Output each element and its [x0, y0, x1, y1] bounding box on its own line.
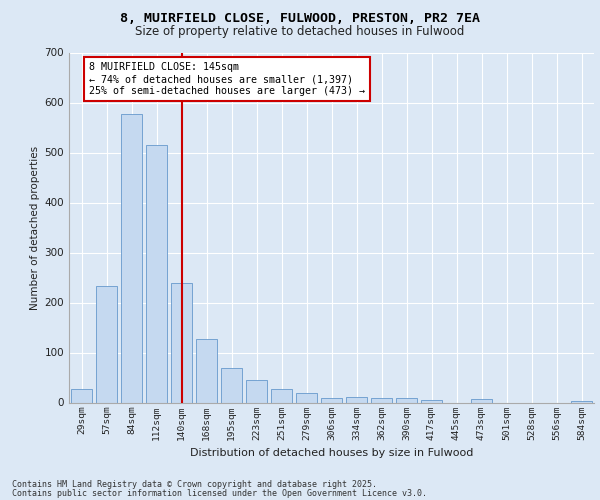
Bar [571, 400, 592, 402]
Bar [321, 398, 342, 402]
Text: 8, MUIRFIELD CLOSE, FULWOOD, PRESTON, PR2 7EA: 8, MUIRFIELD CLOSE, FULWOOD, PRESTON, PR… [120, 12, 480, 26]
Bar [146, 145, 167, 403]
X-axis label: Distribution of detached houses by size in Fulwood: Distribution of detached houses by size … [190, 448, 473, 458]
Bar [96, 286, 117, 403]
Bar [271, 388, 292, 402]
Bar [221, 368, 242, 402]
Bar [71, 389, 92, 402]
Y-axis label: Number of detached properties: Number of detached properties [31, 146, 40, 310]
Bar [171, 282, 192, 403]
Text: Size of property relative to detached houses in Fulwood: Size of property relative to detached ho… [136, 25, 464, 38]
Bar [346, 397, 367, 402]
Bar [246, 380, 267, 402]
Bar [471, 398, 492, 402]
Text: 8 MUIRFIELD CLOSE: 145sqm
← 74% of detached houses are smaller (1,397)
25% of se: 8 MUIRFIELD CLOSE: 145sqm ← 74% of detac… [89, 62, 365, 96]
Text: Contains HM Land Registry data © Crown copyright and database right 2025.: Contains HM Land Registry data © Crown c… [12, 480, 377, 489]
Bar [121, 114, 142, 403]
Bar [296, 392, 317, 402]
Text: Contains public sector information licensed under the Open Government Licence v3: Contains public sector information licen… [12, 488, 427, 498]
Bar [396, 398, 417, 402]
Bar [371, 398, 392, 402]
Bar [421, 400, 442, 402]
Bar [196, 339, 217, 402]
